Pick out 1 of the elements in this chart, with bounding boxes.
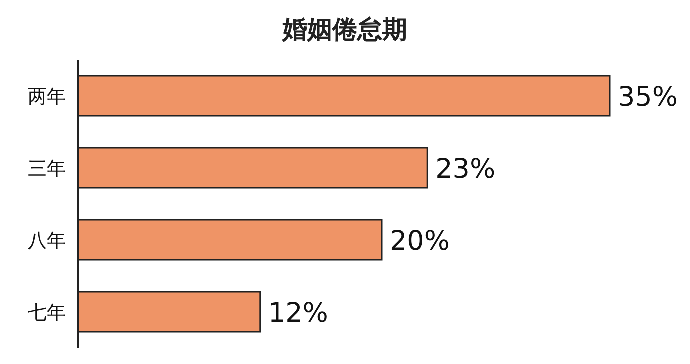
- title: 婚姻倦怠期: [282, 15, 408, 44]
